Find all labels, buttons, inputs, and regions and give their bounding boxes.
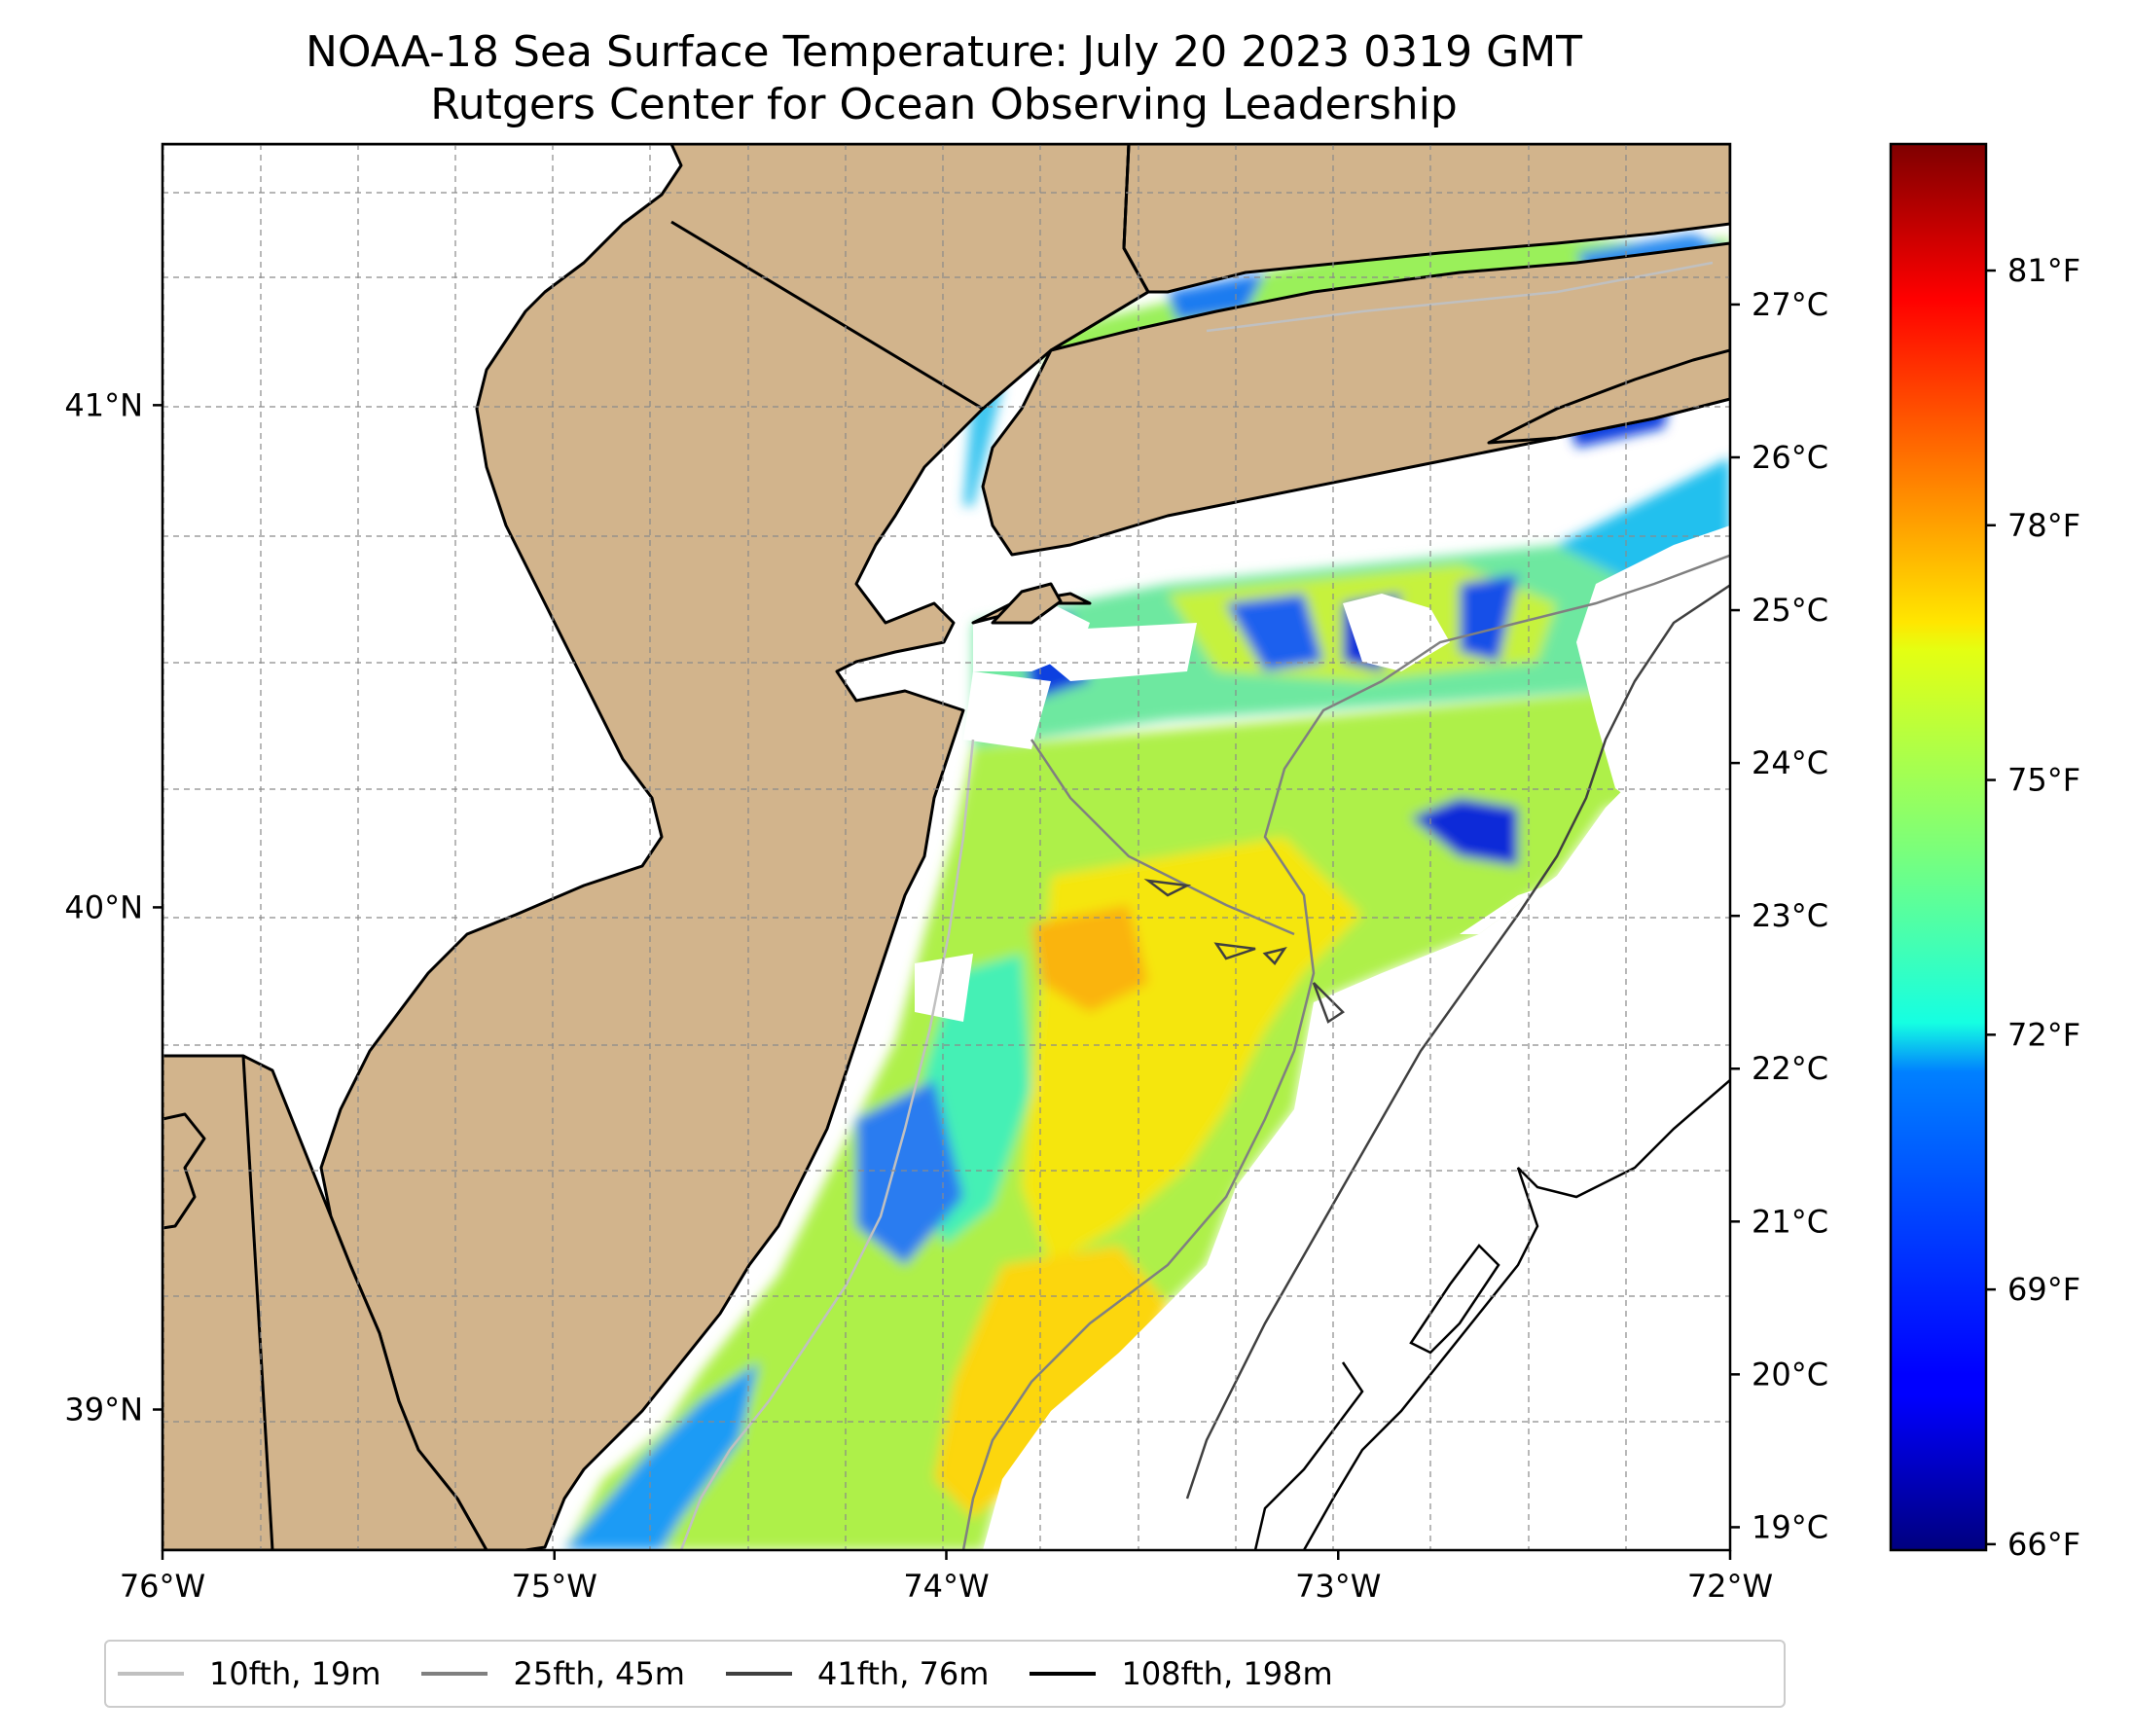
bathymetry-contour-41fth [1143,583,1730,1500]
bathymetry-legend: 10fth, 19m 25fth, 45m 41fth, 76m 108fth,… [104,1640,1786,1708]
state-borders [163,144,1151,1550]
x-tick-label: 75°W [512,1568,597,1605]
y-tick-label: 40°N [64,888,143,925]
y-tick-label: 39°N [64,1392,143,1429]
legend-item-25fth: 25fth, 45m [421,1655,685,1692]
legend-swatch-10fth [118,1672,184,1676]
legend-label-25fth: 25fth, 45m [513,1655,685,1692]
latitude-axis: 41°N 40°N 39°N [64,386,163,1429]
fahrenheit-tick-label: 75°F [2007,762,2080,799]
celsius-tick-label: 23°C [1752,897,1828,934]
map-title: NOAA-18 Sea Surface Temperature: July 20… [305,27,1583,77]
celsius-tick-label: 22°C [1752,1050,1828,1087]
celsius-tick-label: 19°C [1752,1508,1828,1545]
legend-label-41fth: 41fth, 76m [816,1655,990,1692]
colorbar-fahrenheit-axis: 66°F 69°F 72°F 75°F 78°F 81°F [1986,252,2080,1563]
legend-swatch-25fth [421,1672,488,1676]
fahrenheit-tick-label: 81°F [2007,252,2080,289]
legend-item-10fth: 10fth, 19m [118,1655,380,1692]
fahrenheit-tick-label: 78°F [2007,507,2080,544]
fahrenheit-tick-label: 72°F [2007,1016,2080,1053]
x-tick-label: 72°W [1687,1568,1773,1605]
celsius-tick-label: 26°C [1752,439,1828,476]
legend-label-10fth: 10fth, 19m [209,1655,381,1692]
fahrenheit-tick-label: 69°F [2007,1271,2080,1308]
fahrenheit-tick-label: 66°F [2007,1526,2080,1563]
bathymetry-contour-25fth [961,554,1730,1550]
map-subtitle: Rutgers Center for Ocean Observing Leade… [430,80,1458,129]
gridlines [163,144,1730,1550]
no-data-regions [915,525,1730,1550]
legend-swatch-41fth [725,1672,792,1676]
celsius-tick-label: 27°C [1752,286,1828,323]
legend-label-108fth: 108fth, 198m [1121,1655,1333,1692]
bathymetry-contour-108fth [1253,1079,1730,1550]
celsius-tick-label: 21°C [1752,1203,1828,1240]
longitude-axis: 76°W 75°W 74°W 73°W 72°W [120,1550,1773,1605]
legend-swatch-108fth [1030,1672,1097,1676]
x-tick-label: 74°W [903,1568,989,1605]
legend-item-108fth: 108fth, 198m [1030,1655,1333,1692]
y-tick-label: 41°N [64,386,143,423]
land-masses [163,144,1730,1550]
celsius-tick-label: 24°C [1752,744,1828,781]
x-tick-label: 76°W [120,1568,205,1605]
colorbar [1889,142,1988,1552]
celsius-tick-label: 25°C [1752,592,1828,629]
colorbar-celsius-axis: 19°C 20°C 21°C 22°C 23°C 24°C 25°C 26°C 27°C [1730,286,1828,1545]
legend-item-41fth: 41fth, 76m [725,1655,990,1692]
x-tick-label: 73°W [1295,1568,1381,1605]
celsius-tick-label: 20°C [1752,1356,1828,1392]
